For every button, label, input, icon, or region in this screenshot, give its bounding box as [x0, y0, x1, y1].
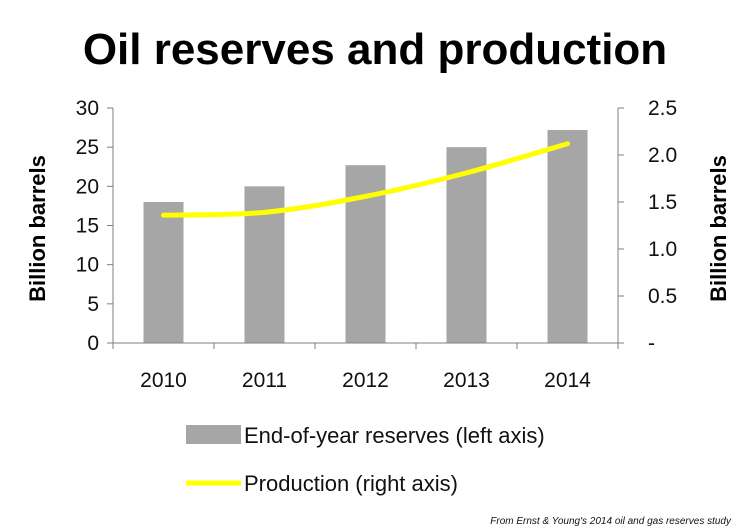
left-tick-label: 20: [76, 175, 99, 198]
right-tick-label: 2.0: [648, 144, 677, 167]
x-tick-label: 2014: [544, 369, 591, 392]
right-tick-label: -: [648, 332, 655, 355]
legend-label-reserves: End-of-year reserves (left axis): [244, 423, 545, 448]
x-tick-label: 2012: [342, 369, 389, 392]
left-tick-label: 25: [76, 136, 99, 159]
legend-label-production: Production (right axis): [244, 471, 458, 496]
plot-area: 0 5 10 15 20 25 30 - 0.5 1.0 1.5 2.0 2.5 2010 2011 2012…: [25, 97, 731, 392]
legend-swatch-reserves: [186, 425, 241, 444]
right-tick-label: 0.5: [648, 285, 677, 308]
right-tick-label: 1.5: [648, 191, 677, 214]
left-tick-label: 15: [76, 215, 99, 238]
bar-2013: [446, 147, 487, 343]
left-tick-label: 10: [76, 254, 99, 277]
left-tick-label: 5: [87, 293, 99, 316]
x-tick-label: 2010: [140, 369, 187, 392]
x-tick-label: 2011: [242, 369, 287, 392]
right-tick-label: 2.5: [648, 97, 677, 120]
bar-2010: [143, 202, 184, 343]
x-tick-label: 2013: [443, 369, 490, 392]
left-tick-label: 0: [87, 332, 99, 355]
left-axis-title: Billion barrels: [25, 155, 50, 302]
chart-title: Oil reserves and production: [83, 25, 667, 74]
left-tick-label: 30: [76, 97, 99, 120]
source-note: From Ernst & Young's 2014 oil and gas re…: [490, 516, 732, 527]
legend: End-of-year reserves (left axis) Producti…: [186, 423, 545, 496]
right-tick-label: 1.0: [648, 238, 677, 261]
right-axis-title: Billion barrels: [706, 155, 731, 302]
bar-2014: [547, 129, 588, 343]
